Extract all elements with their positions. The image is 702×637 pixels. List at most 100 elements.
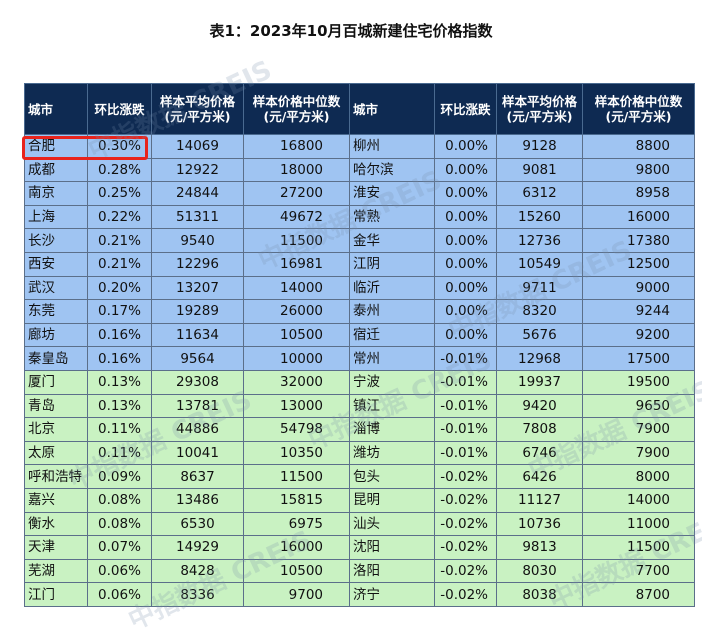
mom-change-cell: 0.06% [87, 558, 152, 584]
table-row: 武汉 0.20% 13207 14000 临沂 0.00% 9711 9000 [24, 275, 695, 301]
city-cell: 青岛 [24, 393, 88, 419]
city-cell-2: 哈尔滨 [349, 157, 435, 183]
median-price-cell-2: 9244 [582, 299, 695, 324]
median-price-cell-2: 8700 [582, 582, 695, 607]
avg-price-cell: 11634 [151, 322, 244, 348]
median-price-cell-2: 9800 [582, 157, 695, 183]
avg-price-cell: 24844 [151, 181, 244, 206]
median-price-cell-2: 11500 [582, 535, 695, 560]
city-cell-2: 柳州 [349, 134, 435, 159]
avg-price-cell-2: 19937 [496, 369, 583, 395]
median-price-cell-2: 7700 [582, 558, 695, 584]
table-row: 长沙 0.21% 9540 11500 金华 0.00% 12736 17380 [24, 228, 695, 253]
table-row: 北京 0.11% 44886 54798 淄博 -0.01% 7808 7900 [24, 417, 695, 442]
table-row: 嘉兴 0.08% 13486 15815 昆明 -0.02% 11127 14000 [24, 487, 695, 513]
header-avg-price: 样本平均价格 (元/平方米) [151, 83, 244, 135]
avg-price-cell: 8637 [151, 464, 244, 489]
mom-change-cell-2: 0.00% [434, 322, 497, 348]
median-price-cell-2: 14000 [582, 487, 695, 513]
table-row: 秦皇岛 0.16% 9564 10000 常州 -0.01% 12968 17500 [24, 346, 695, 371]
city-cell-2: 临沂 [349, 275, 435, 301]
avg-price-cell-2: 15260 [496, 204, 583, 230]
header-mom-change: 环比涨跌 [87, 83, 152, 135]
city-cell: 厦门 [24, 369, 88, 395]
median-price-cell: 10500 [243, 558, 350, 584]
table-row: 上海 0.22% 51311 49672 常熟 0.00% 15260 16000 [24, 204, 695, 230]
avg-price-cell: 29308 [151, 369, 244, 395]
city-cell: 衡水 [24, 511, 88, 537]
table-row: 江门 0.06% 8336 9700 济宁 -0.02% 8038 8700 [24, 582, 695, 607]
avg-price-cell: 6530 [151, 511, 244, 537]
mom-change-cell-2: -0.01% [434, 369, 497, 395]
median-price-cell-2: 9000 [582, 275, 695, 301]
avg-price-cell-2: 9081 [496, 157, 583, 183]
avg-price-cell-2: 9711 [496, 275, 583, 301]
mom-change-cell: 0.13% [87, 393, 152, 419]
mom-change-cell-2: -0.02% [434, 487, 497, 513]
mom-change-cell: 0.21% [87, 251, 152, 277]
median-price-cell-2: 8958 [582, 181, 695, 206]
table-row: 成都 0.28% 12922 18000 哈尔滨 0.00% 9081 9800 [24, 157, 695, 183]
city-cell: 廊坊 [24, 322, 88, 348]
mom-change-cell: 0.11% [87, 417, 152, 442]
city-cell-2: 金华 [349, 228, 435, 253]
median-price-cell: 10350 [243, 440, 350, 466]
mom-change-cell: 0.16% [87, 322, 152, 348]
avg-price-cell: 13781 [151, 393, 244, 419]
avg-price-cell-2: 9813 [496, 535, 583, 560]
avg-price-cell-2: 12736 [496, 228, 583, 253]
mom-change-cell: 0.06% [87, 582, 152, 607]
city-cell: 长沙 [24, 228, 88, 253]
avg-price-cell: 9564 [151, 346, 244, 371]
median-price-cell: 49672 [243, 204, 350, 230]
median-price-cell-2: 8800 [582, 134, 695, 159]
city-cell: 嘉兴 [24, 487, 88, 513]
avg-price-cell: 13207 [151, 275, 244, 301]
mom-change-cell-2: -0.01% [434, 417, 497, 442]
avg-price-cell: 19289 [151, 299, 244, 324]
mom-change-cell-2: 0.00% [434, 275, 497, 301]
mom-change-cell-2: -0.01% [434, 393, 497, 419]
mom-change-cell: 0.20% [87, 275, 152, 301]
mom-change-cell: 0.09% [87, 464, 152, 489]
city-cell-2: 常州 [349, 346, 435, 371]
avg-price-cell-2: 12968 [496, 346, 583, 371]
mom-change-cell: 0.21% [87, 228, 152, 253]
mom-change-cell-2: -0.01% [434, 346, 497, 371]
median-price-cell-2: 12500 [582, 251, 695, 277]
mom-change-cell: 0.28% [87, 157, 152, 183]
avg-price-cell-2: 6426 [496, 464, 583, 489]
mom-change-cell-2: 0.00% [434, 181, 497, 206]
median-price-cell: 11500 [243, 464, 350, 489]
mom-change-cell: 0.17% [87, 299, 152, 324]
median-price-cell: 54798 [243, 417, 350, 442]
city-cell: 上海 [24, 204, 88, 230]
avg-price-cell: 8428 [151, 558, 244, 584]
city-cell-2: 泰州 [349, 299, 435, 324]
median-price-cell-2: 9200 [582, 322, 695, 348]
avg-price-cell-2: 6746 [496, 440, 583, 466]
median-price-cell: 32000 [243, 369, 350, 395]
median-price-cell: 14000 [243, 275, 350, 301]
table-row: 呼和浩特 0.09% 8637 11500 包头 -0.02% 6426 8000 [24, 464, 695, 489]
avg-price-cell: 8336 [151, 582, 244, 607]
avg-price-cell: 12296 [151, 251, 244, 277]
mom-change-cell-2: 0.00% [434, 204, 497, 230]
city-cell: 合肥 [24, 134, 88, 159]
table-body: 合肥 0.30% 14069 16800 柳州 0.00% 9128 8800 成都 0.28% 1… [24, 134, 695, 607]
price-index-table-container: 城市 环比涨跌 样本平均价格 (元/平方米) 样本价格中位数 (元/平方米) 城… [24, 83, 695, 607]
avg-price-cell: 14069 [151, 134, 244, 159]
median-price-cell-2: 7900 [582, 417, 695, 442]
avg-price-cell: 9540 [151, 228, 244, 253]
table-row: 南京 0.25% 24844 27200 淮安 0.00% 6312 8958 [24, 181, 695, 206]
table-row: 青岛 0.13% 13781 13000 镇江 -0.01% 9420 9650 [24, 393, 695, 419]
median-price-cell: 10000 [243, 346, 350, 371]
median-price-cell: 11500 [243, 228, 350, 253]
mom-change-cell-2: 0.00% [434, 251, 497, 277]
city-cell: 北京 [24, 417, 88, 442]
avg-price-cell-2: 11127 [496, 487, 583, 513]
avg-price-cell-2: 7808 [496, 417, 583, 442]
avg-price-cell-2: 8038 [496, 582, 583, 607]
median-price-cell: 18000 [243, 157, 350, 183]
mom-change-cell-2: -0.02% [434, 558, 497, 584]
